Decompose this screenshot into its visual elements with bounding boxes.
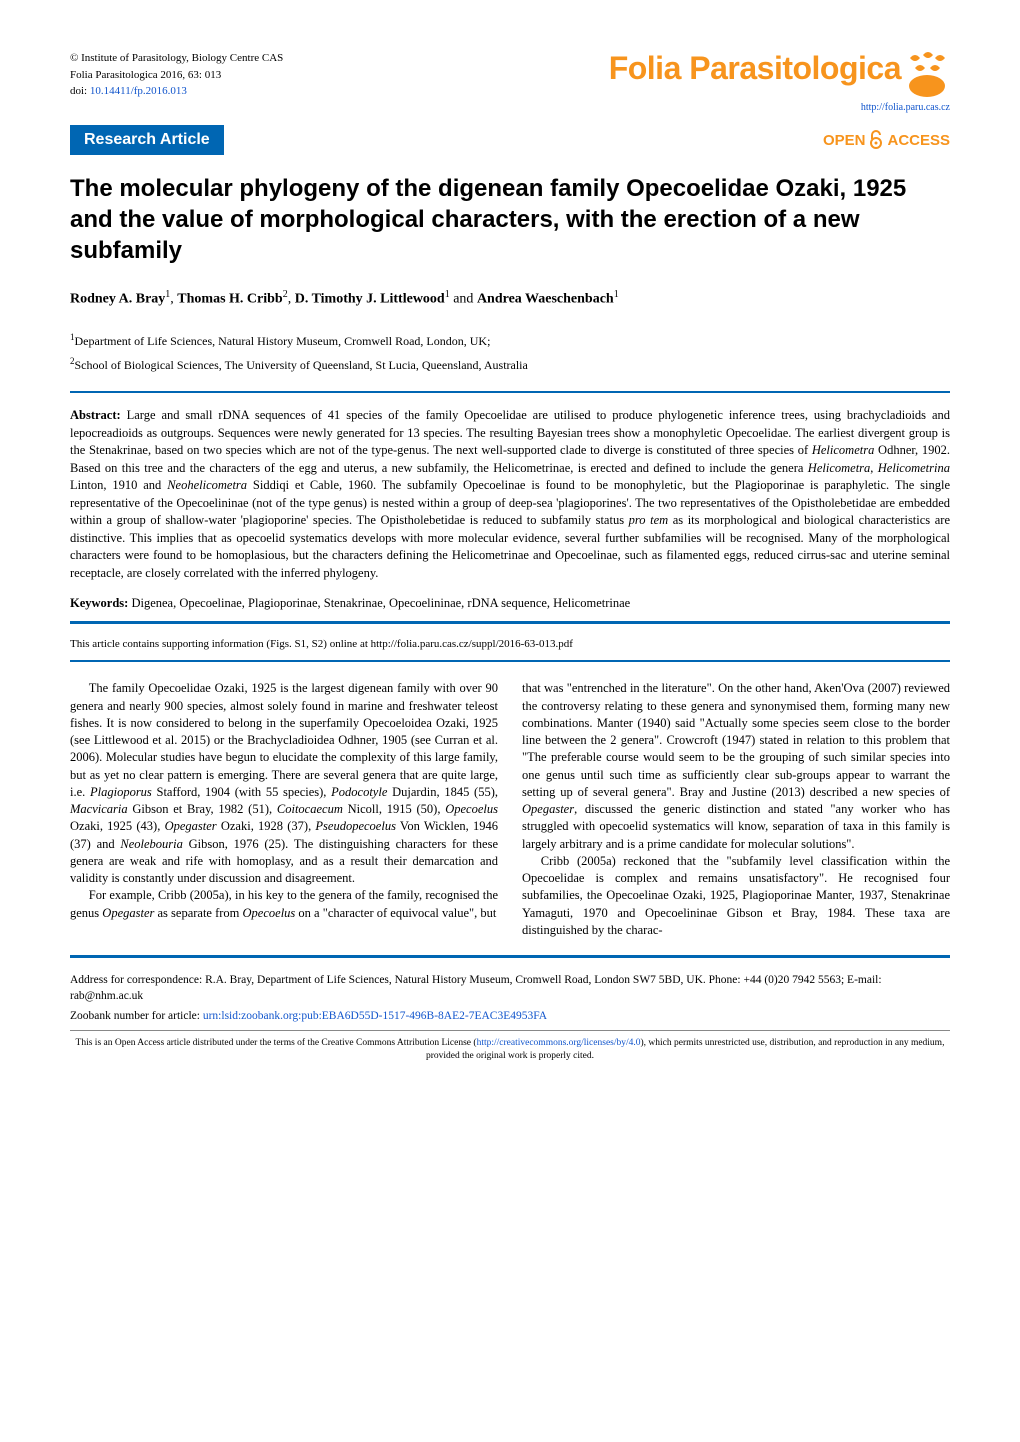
affiliation-1: 1Department of Life Sciences, Natural Hi… (70, 329, 950, 353)
doi-link[interactable]: 10.14411/fp.2016.013 (90, 85, 187, 97)
journal-url-link[interactable]: http://folia.paru.cas.cz (861, 102, 950, 113)
open-access-badge: OPEN ACCESS (823, 130, 950, 150)
journal-logo-text: Folia Parasitologica (609, 50, 901, 87)
article-title: The molecular phylogeny of the digenean … (70, 173, 950, 267)
body-column-left: The family Opecoelidae Ozaki, 1925 is th… (70, 680, 498, 939)
divider-bar (70, 955, 950, 958)
supplementary-info: This article contains supporting informa… (70, 638, 950, 650)
body-para: that was "entrenched in the literature".… (522, 680, 950, 853)
article-bar: Research Article OPEN ACCESS (70, 125, 950, 155)
body-para: Cribb (2005a) reckoned that the "subfami… (522, 853, 950, 939)
zoobank-line: Zoobank number for article: urn:lsid:zoo… (70, 1010, 950, 1022)
journal-logo-icon (905, 50, 950, 100)
affiliations-block: 1Department of Life Sciences, Natural Hi… (70, 329, 950, 377)
open-access-icon (868, 130, 884, 150)
divider-bar (70, 621, 950, 624)
keywords-block: Keywords: Digenea, Opecoelinae, Plagiopo… (70, 596, 950, 611)
zoobank-link[interactable]: urn:lsid:zoobank.org:pub:EBA6D55D-1517-4… (203, 1010, 547, 1022)
affiliation-2: 2School of Biological Sciences, The Univ… (70, 353, 950, 377)
header-row: © Institute of Parasitology, Biology Cen… (70, 50, 950, 113)
license-text-1: This is an Open Access article distribut… (76, 1038, 477, 1048)
open-access-access: ACCESS (887, 132, 950, 149)
abstract-block: Abstract: Large and small rDNA sequences… (70, 407, 950, 582)
journal-logo: Folia Parasitologica (609, 50, 950, 100)
keywords-label: Keywords: (70, 596, 128, 610)
body-para: The family Opecoelidae Ozaki, 1925 is th… (70, 680, 498, 887)
keywords-text: Digenea, Opecoelinae, Plagioporinae, Ste… (128, 596, 630, 610)
zoobank-label: Zoobank number for article: (70, 1010, 203, 1022)
abstract-label: Abstract: (70, 408, 121, 422)
correspondence-block: Address for correspondence: R.A. Bray, D… (70, 972, 950, 1004)
abstract-text: Large and small rDNA sequences of 41 spe… (70, 408, 950, 580)
doi-label: doi: (70, 85, 90, 97)
divider-bar (70, 660, 950, 663)
citation-line: Folia Parasitologica 2016, 63: 013 (70, 67, 283, 84)
research-article-badge: Research Article (70, 125, 224, 155)
body-para: For example, Cribb (2005a), in his key t… (70, 887, 498, 922)
copyright-line: © Institute of Parasitology, Biology Cen… (70, 50, 283, 67)
open-access-open: OPEN (823, 132, 866, 149)
journal-info-block: © Institute of Parasitology, Biology Cen… (70, 50, 283, 100)
journal-logo-block: Folia Parasitologica http://folia.paru.c… (609, 50, 950, 113)
doi-line: doi: 10.14411/fp.2016.013 (70, 83, 283, 100)
divider-bar (70, 391, 950, 394)
license-footer: This is an Open Access article distribut… (70, 1030, 950, 1064)
journal-url-line: http://folia.paru.cas.cz (609, 102, 950, 113)
authors-line: Rodney A. Bray1, Thomas H. Cribb2, D. Ti… (70, 289, 950, 308)
body-column-right: that was "entrenched in the literature".… (522, 680, 950, 939)
license-link[interactable]: http://creativecommons.org/licenses/by/4… (477, 1038, 641, 1048)
body-columns: The family Opecoelidae Ozaki, 1925 is th… (70, 680, 950, 939)
